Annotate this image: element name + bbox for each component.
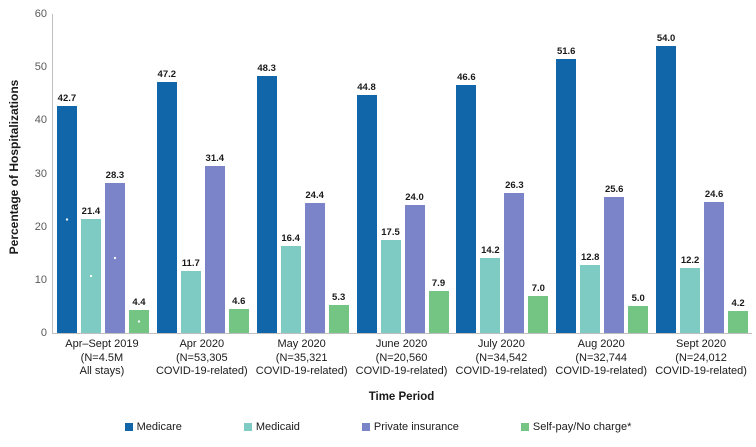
legend: Medicare Medicaid Private insurance Self-pa… — [0, 421, 756, 433]
x-axis-title: Time Period — [368, 391, 435, 403]
bar-group: 46.6 14.2 26.3 7.0 — [452, 14, 552, 333]
bar-medicaid: 16.4 — [280, 233, 301, 333]
bar-value-label: 4.4 — [132, 296, 146, 308]
y-axis-title: Percentage of Hospitalizations — [7, 79, 21, 255]
bar-private-insurance: 24.6 — [704, 189, 725, 333]
bar-group: 54.0 12.2 24.6 4.2 — [652, 14, 752, 333]
legend-item-self-pay-no-charge: Self-pay/No charge* — [520, 421, 632, 433]
bar-value-label: 26.3 — [505, 180, 524, 192]
bar-value-label: 7.9 — [431, 278, 446, 289]
bar-value-label: 42.7 — [57, 92, 77, 104]
bar-value-label: 24.4 — [305, 190, 324, 202]
bar-medicaid: 17.5 — [380, 227, 401, 333]
x-category-label: July 2020 (N=34,542 COVID-19-related) — [455, 338, 548, 377]
y-tick-label: 40 — [34, 114, 47, 127]
legend-item-medicare: Medicare — [124, 421, 182, 433]
x-category-label: Apr 2020 (N=53,305 COVID-19-related) — [155, 338, 248, 377]
legend-swatch-icon — [361, 423, 370, 431]
y-tick-label: 50 — [34, 61, 47, 74]
bar-self-pay-no-charge: 4.4 — [128, 297, 149, 333]
x-category-label: Aug 2020 (N=32,744 COVID-19-related) — [555, 338, 648, 377]
y-tick-label: 60 — [34, 8, 47, 20]
bar-medicaid: 12.8 — [580, 252, 601, 333]
bar-medicare: 47.2 — [156, 69, 177, 333]
x-category-label: Sept 2020 (N=24,012 COVID-19-related) — [655, 338, 747, 377]
legend-label: Self-pay/No charge* — [532, 421, 632, 433]
y-tick-label: 20 — [34, 220, 47, 233]
bar-value-label: 16.4 — [281, 232, 300, 244]
bar-value-label: 31.4 — [205, 153, 225, 165]
bar-self-pay-no-charge: 5.0 — [628, 293, 649, 333]
bar-value-label: 4.2 — [731, 297, 745, 309]
bar-medicaid: 12.2 — [680, 255, 701, 333]
legend-label: Private insurance — [373, 421, 459, 433]
bar-medicare: 44.8 — [356, 82, 377, 333]
bar-private-insurance: 31.4 — [204, 153, 225, 333]
x-category-label: Apr–Sept 2019 (N=4.5M All stays) — [65, 338, 139, 377]
y-tick-label: 30 — [34, 167, 47, 180]
bar-group: 42.7 21.4 28.3 4.4 — [53, 14, 153, 333]
bar-self-pay-no-charge: 4.2 — [728, 298, 749, 333]
bar-medicaid: 21.4 — [80, 206, 101, 333]
legend-swatch-icon — [243, 423, 252, 431]
bar-value-label: 44.8 — [357, 81, 376, 93]
bar-medicare: 42.7 — [56, 93, 77, 333]
bar-group: 51.6 12.8 25.6 5.0 — [552, 14, 652, 333]
bar-value-label: 54.0 — [656, 32, 676, 44]
bar-self-pay-no-charge: 7.9 — [428, 278, 449, 333]
bar-medicare: 54.0 — [656, 33, 677, 333]
bar-value-label: 28.3 — [105, 169, 125, 181]
legend-swatch-icon — [520, 423, 529, 431]
bar-self-pay-no-charge: 5.3 — [328, 292, 349, 333]
bar-value-label: 51.6 — [556, 45, 576, 57]
x-axis-category-labels: Apr–Sept 2019 (N=4.5M All stays) Apr 2020 (N… — [52, 338, 751, 379]
bar-value-label: 47.2 — [157, 69, 177, 81]
bar-group: 44.8 17.5 24.0 7.9 — [353, 14, 453, 333]
bar-self-pay-no-charge: 7.0 — [528, 283, 549, 333]
bar-value-label: 11.7 — [181, 257, 200, 269]
bar-self-pay-no-charge: 4.6 — [228, 296, 249, 333]
legend-label: Medicaid — [255, 421, 300, 433]
bar-medicare: 48.3 — [256, 63, 277, 333]
bar-value-label: 24.0 — [405, 192, 424, 204]
bar-group: 47.2 11.7 31.4 4.6 — [153, 14, 253, 333]
bar-groups: 42.7 21.4 28.3 4.4 47.2 11.7 31.4 4.6 48.3 16.4 24… — [53, 14, 752, 333]
bar-value-label: 21.4 — [81, 206, 101, 218]
legend-item-private-insurance: Private insurance — [361, 421, 459, 433]
legend-item-medicaid: Medicaid — [243, 421, 300, 433]
bar-medicaid: 14.2 — [480, 245, 501, 333]
x-category-label: May 2020 (N=35,321 COVID-19-related) — [255, 338, 348, 377]
y-tick-label: 10 — [34, 273, 47, 286]
bar-value-label: 14.2 — [481, 244, 500, 256]
bar-private-insurance: 24.4 — [304, 190, 325, 333]
bar-value-label: 5.3 — [332, 291, 346, 303]
bar-value-label: 24.6 — [704, 189, 724, 201]
bar-medicare: 51.6 — [556, 46, 577, 333]
bar-value-label: 48.3 — [257, 63, 276, 75]
bar-private-insurance: 24.0 — [404, 192, 425, 333]
bar-value-label: 12.2 — [680, 255, 700, 267]
bar-value-label: 17.5 — [381, 226, 400, 238]
bar-value-label: 46.6 — [457, 72, 476, 84]
plot-area: 0 10 20 30 40 50 60 42.7 21.4 28.3 4.4 47.2 11.7 31.… — [35, 8, 752, 339]
bar-private-insurance: 26.3 — [504, 180, 525, 333]
bar-value-label: 7.0 — [531, 282, 545, 294]
bar-medicare: 46.6 — [456, 72, 477, 333]
bar-value-label: 25.6 — [604, 183, 624, 195]
bar-value-label: 12.8 — [580, 251, 600, 263]
x-category-label: June 2020 (N=20,560 COVID-19-related) — [355, 338, 448, 377]
bar-private-insurance: 25.6 — [604, 184, 625, 333]
bar-value-label: 4.6 — [232, 295, 246, 307]
legend-label: Medicare — [136, 421, 182, 433]
legend-swatch-icon — [124, 423, 133, 431]
bar-private-insurance: 28.3 — [104, 170, 125, 333]
y-tick-label: 0 — [40, 327, 47, 339]
bar-medicaid: 11.7 — [180, 258, 201, 333]
bar-group: 48.3 16.4 24.4 5.3 — [253, 14, 353, 333]
bar-value-label: 5.0 — [631, 293, 645, 305]
